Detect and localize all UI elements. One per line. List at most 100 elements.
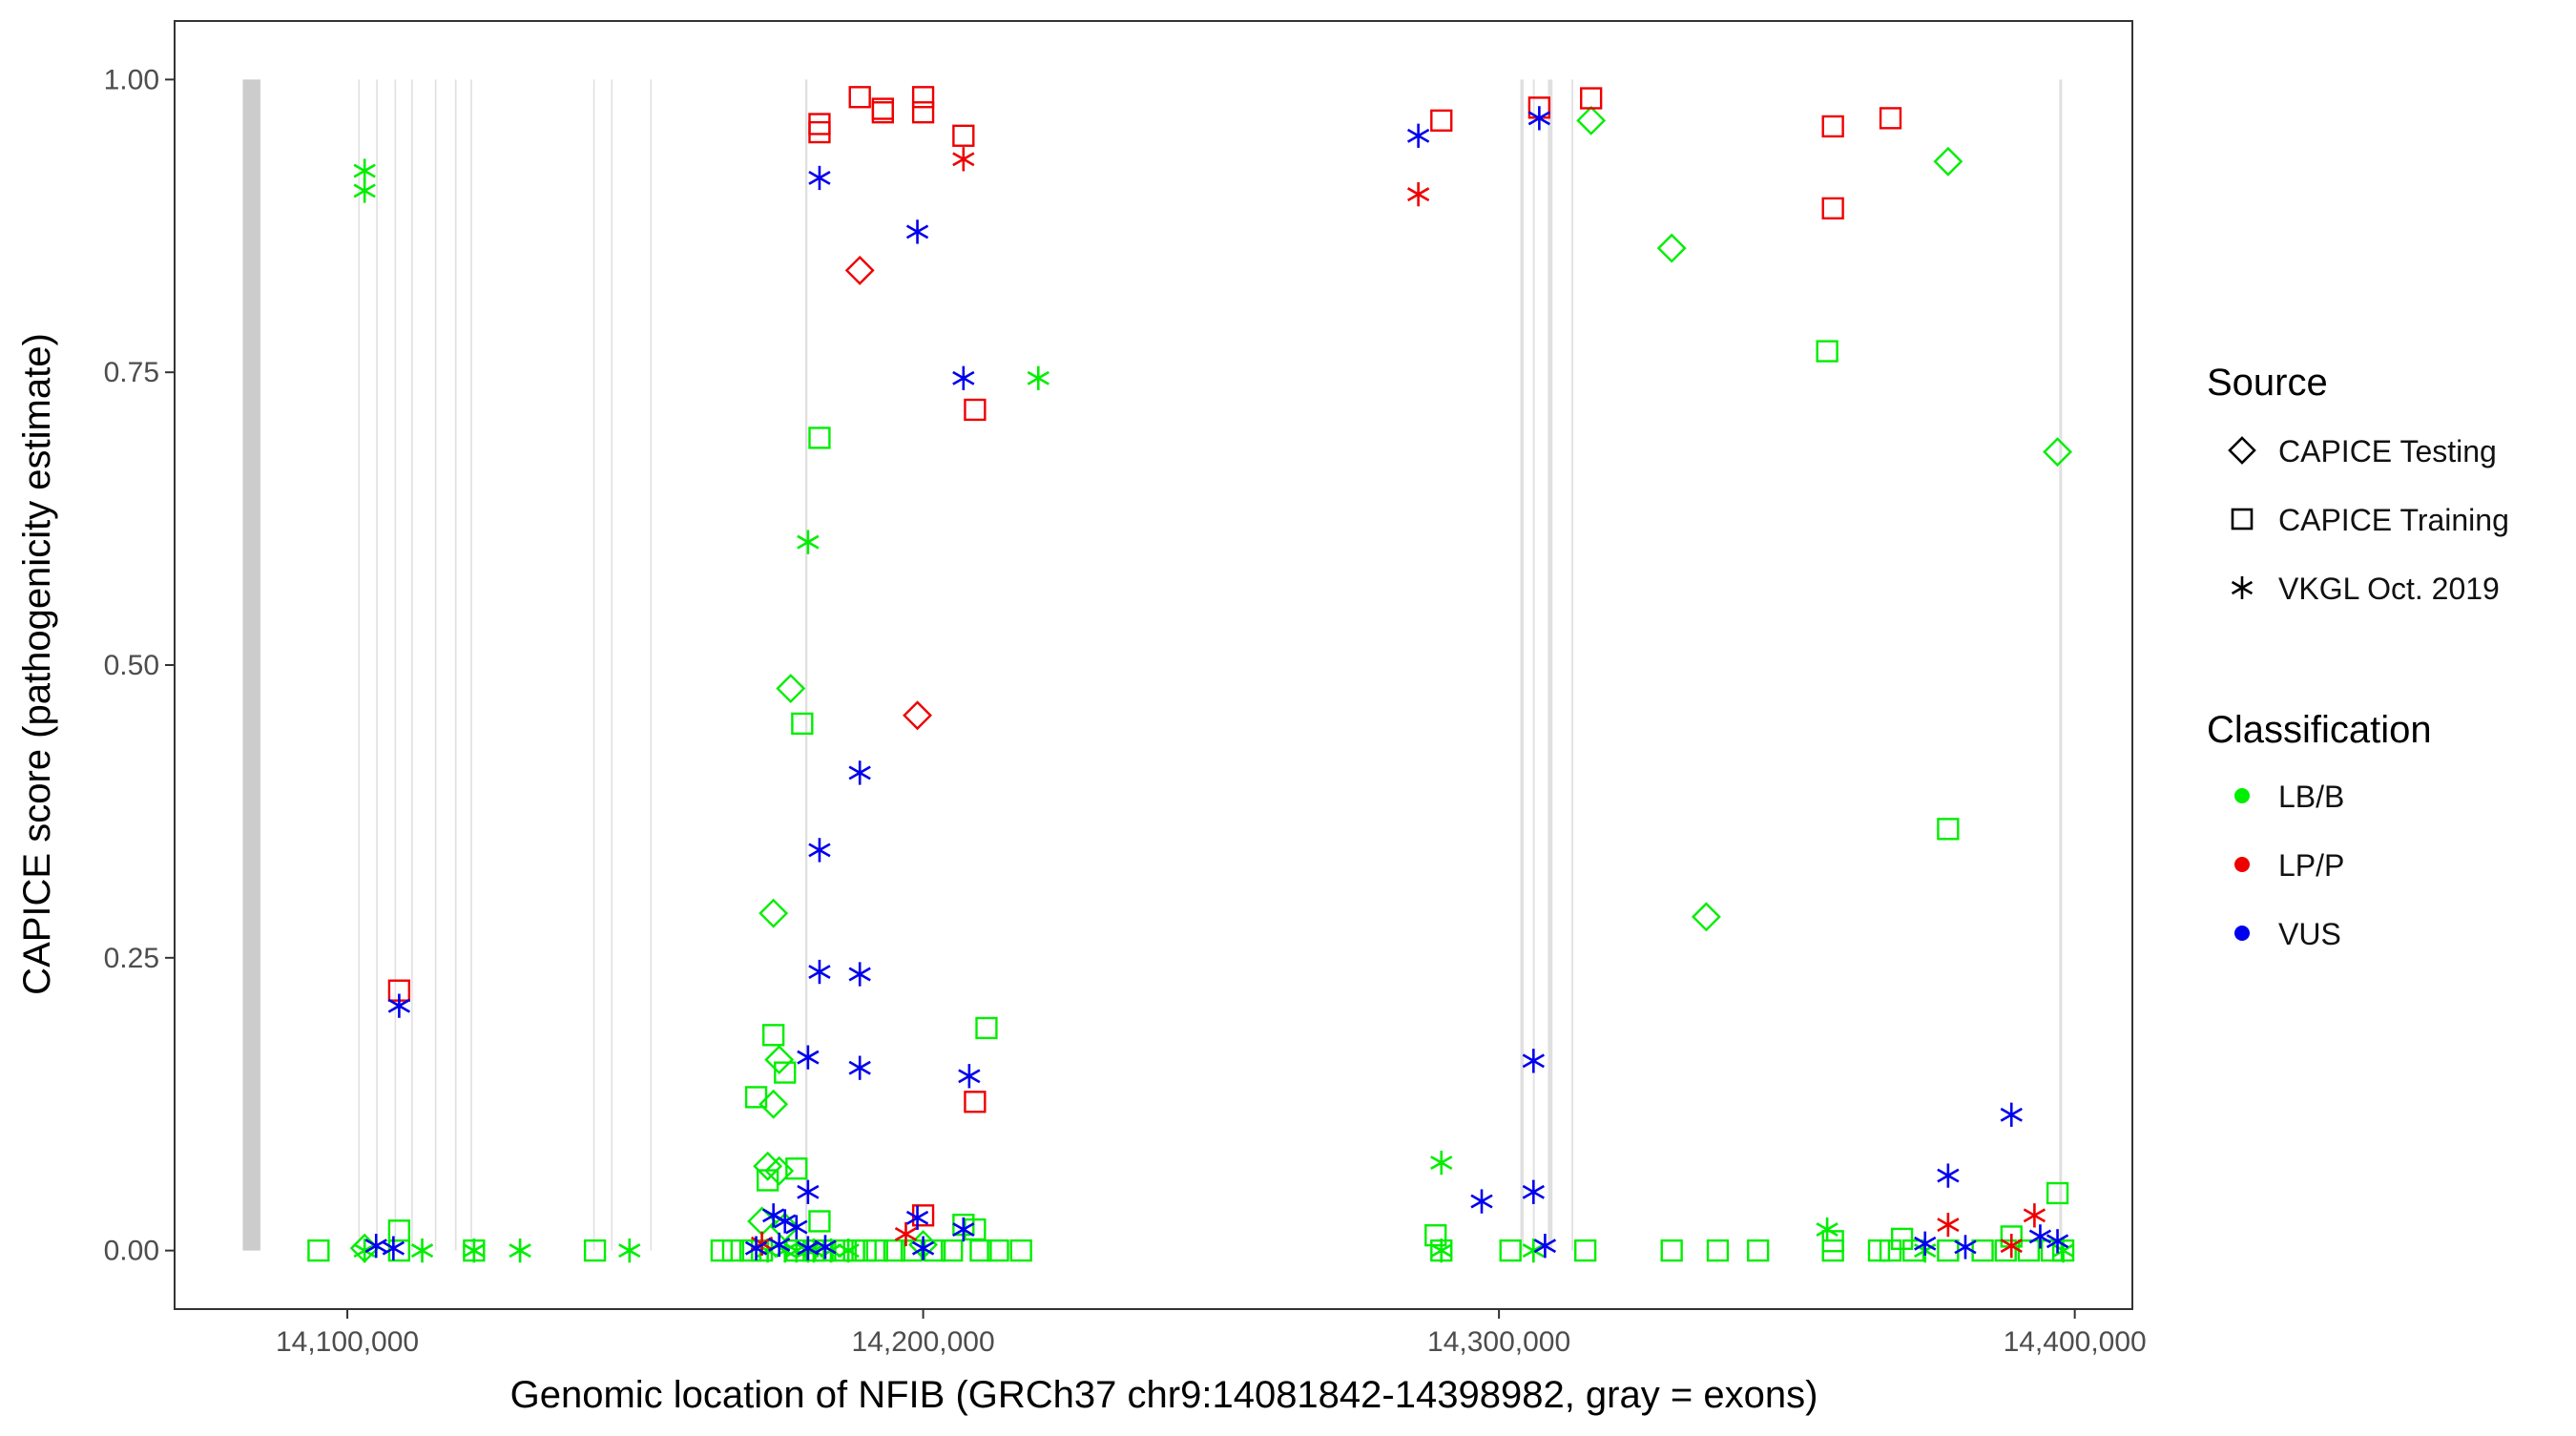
data-point bbox=[744, 1086, 768, 1109]
data-point bbox=[1933, 146, 1963, 177]
asterisk-stroke bbox=[1430, 1155, 1453, 1171]
data-point bbox=[883, 1238, 906, 1262]
data-point bbox=[911, 86, 935, 109]
data-point bbox=[785, 1157, 808, 1180]
legend-class-lbb-label: LB/B bbox=[2278, 780, 2344, 814]
exon-bar bbox=[470, 79, 472, 1251]
exon-bar bbox=[376, 79, 378, 1251]
data-point bbox=[808, 1210, 831, 1233]
color-dot-icon bbox=[2234, 788, 2250, 803]
x-tick-label: 14,100,000 bbox=[276, 1326, 419, 1358]
data-point bbox=[618, 1238, 641, 1263]
asterisk-stroke bbox=[1430, 1243, 1453, 1259]
data-point bbox=[758, 1089, 789, 1119]
data-point bbox=[774, 1061, 797, 1084]
exon-bar bbox=[454, 79, 457, 1251]
data-point bbox=[1424, 1224, 1447, 1247]
data-point bbox=[941, 1238, 964, 1262]
asterisk-stroke bbox=[1406, 187, 1430, 202]
data-point bbox=[509, 1238, 531, 1263]
data-point bbox=[353, 178, 376, 203]
asterisk-stroke bbox=[2231, 580, 2254, 595]
asterisk-stroke bbox=[1522, 1243, 1545, 1259]
exon-bar bbox=[1571, 79, 1573, 1251]
asterisk-icon bbox=[2231, 576, 2254, 599]
data-point bbox=[900, 1238, 924, 1262]
asterisk-stroke bbox=[952, 152, 975, 167]
legend-class-title: Classification bbox=[2207, 709, 2432, 751]
asterisk-stroke bbox=[353, 1243, 376, 1259]
data-point bbox=[1430, 109, 1453, 132]
asterisk-stroke bbox=[410, 1243, 434, 1259]
exon-bar bbox=[242, 79, 260, 1251]
x-tick-label: 14,200,000 bbox=[852, 1326, 995, 1358]
asterisk-stroke bbox=[952, 1222, 975, 1237]
asterisk-stroke bbox=[463, 1243, 486, 1259]
asterisk-stroke bbox=[2028, 1229, 2052, 1244]
asterisk-stroke bbox=[2023, 1208, 2046, 1223]
data-point bbox=[1406, 181, 1430, 207]
exon-bar bbox=[1548, 79, 1553, 1251]
x-tick-label: 14,300,000 bbox=[1427, 1326, 1570, 1358]
legend-source-testing: CAPICE Testing bbox=[2228, 434, 2497, 468]
diamond-icon bbox=[2228, 436, 2256, 465]
data-point bbox=[1580, 87, 1603, 110]
legend-class-lbb: LB/B bbox=[2234, 780, 2344, 814]
asterisk-stroke bbox=[2000, 1238, 2023, 1254]
asterisk-stroke bbox=[848, 1060, 871, 1075]
data-point bbox=[808, 427, 831, 449]
asterisk-stroke bbox=[1937, 1217, 1960, 1233]
data-point bbox=[764, 1155, 795, 1186]
x-axis-title: Genomic location of NFIB (GRCh37 chr9:14… bbox=[510, 1374, 1818, 1416]
legend-class-lpp: LP/P bbox=[2234, 848, 2344, 883]
data-point bbox=[969, 1238, 992, 1262]
legend-class-lpp-label: LP/P bbox=[2278, 848, 2344, 883]
data-point bbox=[958, 1064, 981, 1089]
data-point bbox=[1656, 233, 1687, 263]
data-point bbox=[924, 1238, 946, 1262]
data-point bbox=[785, 1215, 808, 1239]
data-point bbox=[1430, 1150, 1453, 1176]
data-point bbox=[837, 1238, 860, 1263]
exon-layer bbox=[242, 79, 2063, 1251]
data-point bbox=[2043, 437, 2072, 468]
data-point bbox=[1821, 1238, 1844, 1262]
asterisk-stroke bbox=[797, 1050, 820, 1065]
asterisk-stroke bbox=[1816, 1222, 1839, 1237]
data-point bbox=[797, 1045, 820, 1070]
legend-source-testing-label: CAPICE Testing bbox=[2278, 434, 2497, 468]
asterisk-stroke bbox=[797, 1184, 820, 1199]
asterisk-stroke bbox=[382, 1240, 405, 1256]
asterisk-stroke bbox=[774, 1214, 797, 1229]
data-point bbox=[894, 1221, 918, 1247]
legend-class-vus: VUS bbox=[2234, 917, 2341, 951]
exon-bar bbox=[358, 79, 361, 1251]
asterisk-stroke bbox=[952, 370, 975, 385]
data-point bbox=[808, 165, 831, 191]
data-point bbox=[964, 1091, 987, 1113]
data-point bbox=[848, 962, 871, 987]
data-point bbox=[1522, 1238, 1545, 1263]
asterisk-stroke bbox=[1406, 128, 1430, 143]
asterisk-stroke bbox=[848, 967, 871, 982]
data-point bbox=[764, 1045, 795, 1075]
exon-bar bbox=[592, 79, 595, 1251]
data-point bbox=[776, 674, 806, 703]
data-point bbox=[952, 1217, 975, 1242]
y-tick-label: 0.75 bbox=[104, 357, 159, 388]
asterisk-stroke bbox=[1937, 1168, 1960, 1183]
asterisk-stroke bbox=[785, 1219, 808, 1235]
square-icon bbox=[2231, 508, 2254, 531]
data-point bbox=[1527, 106, 1551, 131]
data-point bbox=[905, 219, 929, 244]
data-point bbox=[1470, 1189, 1493, 1214]
y-axis-title: CAPICE score (pathogenicity estimate) bbox=[16, 333, 58, 995]
legend-source-vkgl: VKGL Oct. 2019 bbox=[2231, 572, 2500, 606]
data-point bbox=[387, 993, 411, 1018]
asterisk-stroke bbox=[618, 1243, 641, 1259]
legend-source-training: CAPICE Training bbox=[2231, 503, 2509, 537]
asterisk-stroke bbox=[797, 534, 820, 550]
exon-bar bbox=[611, 79, 613, 1251]
exon-bar bbox=[434, 79, 437, 1251]
data-point bbox=[382, 1236, 405, 1260]
